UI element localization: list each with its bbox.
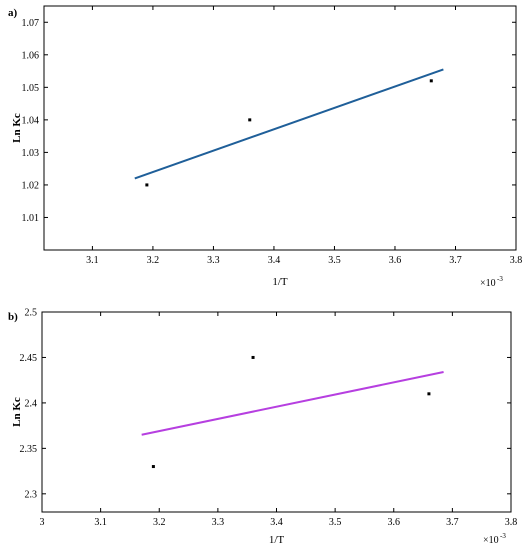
chart-b-x-tick-label: 3.5: [329, 517, 342, 528]
chart-a-y-tick-label: 1.04: [22, 115, 40, 126]
chart-b-x-tick-label: 3.6: [388, 517, 401, 528]
chart-a-y-tick-label: 1.03: [22, 148, 40, 159]
chart-a-x-tick-label: 3.1: [86, 255, 99, 266]
chart-b-panel-label: b): [8, 311, 18, 323]
chart-a-y-tick-label: 1.01: [22, 213, 40, 224]
chart-b-x-axis-label: 1/T: [269, 534, 285, 546]
chart-b-fit-line: [141, 371, 444, 436]
chart-a-x-tick-label: 3.6: [389, 255, 402, 266]
chart-a-x-tick-label: 3.4: [268, 255, 281, 266]
chart-b-y-tick-label: 2.5: [25, 308, 38, 319]
chart-a-x-tick-label: 3.3: [207, 255, 220, 266]
chart-b-x-tick-label: 3.1: [94, 517, 107, 528]
chart-a-y-tick-label: 1.02: [22, 180, 40, 191]
chart-b-y-axis-label: Ln Kc: [11, 397, 23, 427]
chart-b-x-tick-label: 3.7: [446, 517, 459, 528]
chart-b-x-multiplier: ×10: [483, 535, 499, 546]
chart-b-data-point: [151, 465, 155, 469]
chart-a-data-point: [145, 183, 149, 187]
chart-a-y-axis-label: Ln Kc: [11, 113, 23, 143]
chart-a-y-tick-label: 1.05: [22, 83, 40, 94]
chart-a-x-axis-label: 1/T: [272, 276, 288, 288]
chart-a-x-tick-label: 3.7: [449, 255, 462, 266]
chart-b-y-tick-label: 2.3: [25, 489, 38, 500]
chart-b-plot-frame: [41, 311, 512, 513]
chart-b-y-tick-label: 2.35: [20, 444, 38, 455]
chart-a-y-tick-label: 1.07: [22, 18, 40, 29]
chart-b-x-tick-label: 3.8: [505, 517, 518, 528]
chart-b-data-point: [251, 355, 255, 359]
chart-b-x-tick-label: 3: [40, 517, 45, 528]
chart-b-x-tick-label: 3.4: [270, 517, 283, 528]
chart-b-y-tick-label: 2.4: [25, 398, 38, 409]
chart-b-x-tick-label: 3.2: [153, 517, 166, 528]
chart-a-data-point: [429, 79, 433, 83]
chart-a-x-multiplier: ×10: [480, 278, 496, 289]
chart-a-x-multiplier-exp: -3: [497, 275, 503, 283]
chart-a-x-tick-label: 3.2: [147, 255, 160, 266]
chart-b-x-tick-label: 3.3: [212, 517, 225, 528]
chart-b-x-multiplier-exp: -3: [500, 532, 506, 540]
chart-a-x-tick-label: 3.5: [328, 255, 341, 266]
chart-a-x-tick-label: 3.8: [510, 255, 523, 266]
chart-a-fit-line: [134, 68, 444, 180]
chart-a-y-tick-label: 1.06: [22, 50, 40, 61]
chart-b-y-tick-label: 2.45: [20, 353, 38, 364]
chart-a-panel-label: a): [8, 7, 18, 19]
chart-a-data-point: [248, 118, 252, 122]
chart-a-plot-frame: [43, 5, 517, 251]
chart-b-data-point: [427, 392, 431, 396]
